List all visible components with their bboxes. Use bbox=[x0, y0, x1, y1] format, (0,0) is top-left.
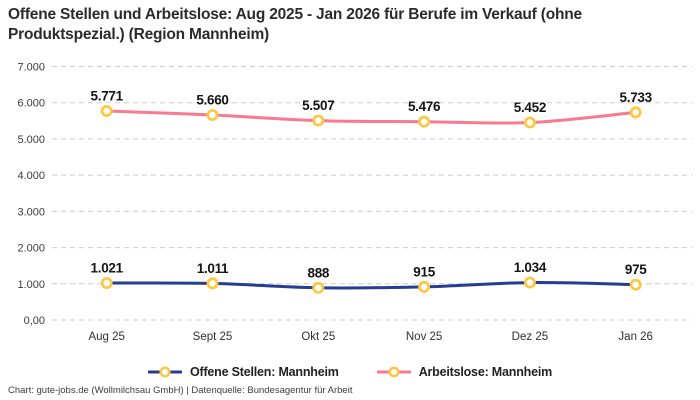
series-line bbox=[105, 109, 638, 125]
chart-title: Offene Stellen und Arbeitslose: Aug 2025… bbox=[8, 6, 582, 44]
data-point-marker bbox=[523, 116, 536, 129]
data-point-label: 5.476 bbox=[408, 99, 441, 114]
legend-item: Offene Stellen: Mannheim bbox=[147, 365, 339, 379]
data-point-label: 1.034 bbox=[514, 260, 547, 275]
data-point-label: 5.771 bbox=[91, 89, 124, 104]
x-axis-tick-label: Jan 26 bbox=[618, 331, 653, 343]
data-point-marker bbox=[418, 115, 431, 128]
data-point-marker bbox=[100, 277, 113, 289]
data-point-marker bbox=[523, 276, 536, 289]
data-point-marker bbox=[206, 109, 219, 121]
data-point-marker bbox=[312, 281, 325, 294]
data-point-label: 1.011 bbox=[197, 261, 229, 276]
data-point-label: 5.452 bbox=[514, 100, 546, 115]
legend-swatch bbox=[376, 366, 411, 378]
y-axis-tick-label: 5.000 bbox=[17, 134, 45, 146]
x-axis-tick-label: Aug 25 bbox=[88, 331, 124, 343]
data-point-marker bbox=[100, 105, 113, 117]
legend-swatch bbox=[147, 366, 182, 378]
data-point-label: 888 bbox=[307, 265, 329, 280]
legend-item: Arbeitslose: Mannheim bbox=[376, 365, 553, 379]
data-point-marker bbox=[206, 277, 219, 290]
y-axis-tick-label: 2.000 bbox=[17, 243, 45, 255]
y-axis-tick-label: 1.000 bbox=[17, 279, 45, 291]
legend-label: Arbeitslose: Mannheim bbox=[418, 365, 553, 379]
data-point-label: 915 bbox=[413, 264, 435, 279]
x-axis-tick-label: Okt 25 bbox=[301, 331, 335, 343]
chart-legend: Offene Stellen: Mannheim Arbeitslose: Man… bbox=[0, 362, 700, 382]
line-chart: 0,00 1.000 2.000 3.000 4.000 5.000 6.000 7.000 A… bbox=[17, 62, 692, 343]
legend-marker bbox=[388, 366, 400, 378]
series-line bbox=[105, 281, 638, 290]
legend-marker bbox=[159, 366, 171, 378]
data-point-marker bbox=[629, 106, 642, 119]
data-point-label: 5.507 bbox=[302, 98, 334, 113]
data-point-label: 5.660 bbox=[196, 93, 228, 108]
data-point-label: 1.021 bbox=[91, 261, 124, 276]
x-axis-tick-label: Nov 25 bbox=[406, 331, 442, 343]
data-point-label: 5.733 bbox=[620, 90, 653, 105]
x-axis-tick-label: Dez 25 bbox=[512, 331, 548, 343]
data-point-marker bbox=[312, 114, 325, 127]
y-axis-tick-label: 7.000 bbox=[17, 62, 45, 74]
x-axis-tick-label: Sept 25 bbox=[193, 331, 233, 343]
data-point-marker bbox=[629, 278, 642, 291]
chart-credit: Chart: gute-jobs.de (Wollmilchsau GmbH) … bbox=[8, 385, 353, 396]
legend-label: Offene Stellen: Mannheim bbox=[189, 365, 339, 379]
y-axis-tick-label: 6.000 bbox=[17, 98, 45, 110]
y-axis-tick-label: 0,00 bbox=[24, 315, 45, 327]
y-axis-tick-label: 4.000 bbox=[17, 170, 45, 182]
data-point-marker bbox=[418, 280, 431, 293]
y-axis-tick-label: 3.000 bbox=[17, 206, 45, 218]
data-point-label: 975 bbox=[625, 262, 647, 277]
